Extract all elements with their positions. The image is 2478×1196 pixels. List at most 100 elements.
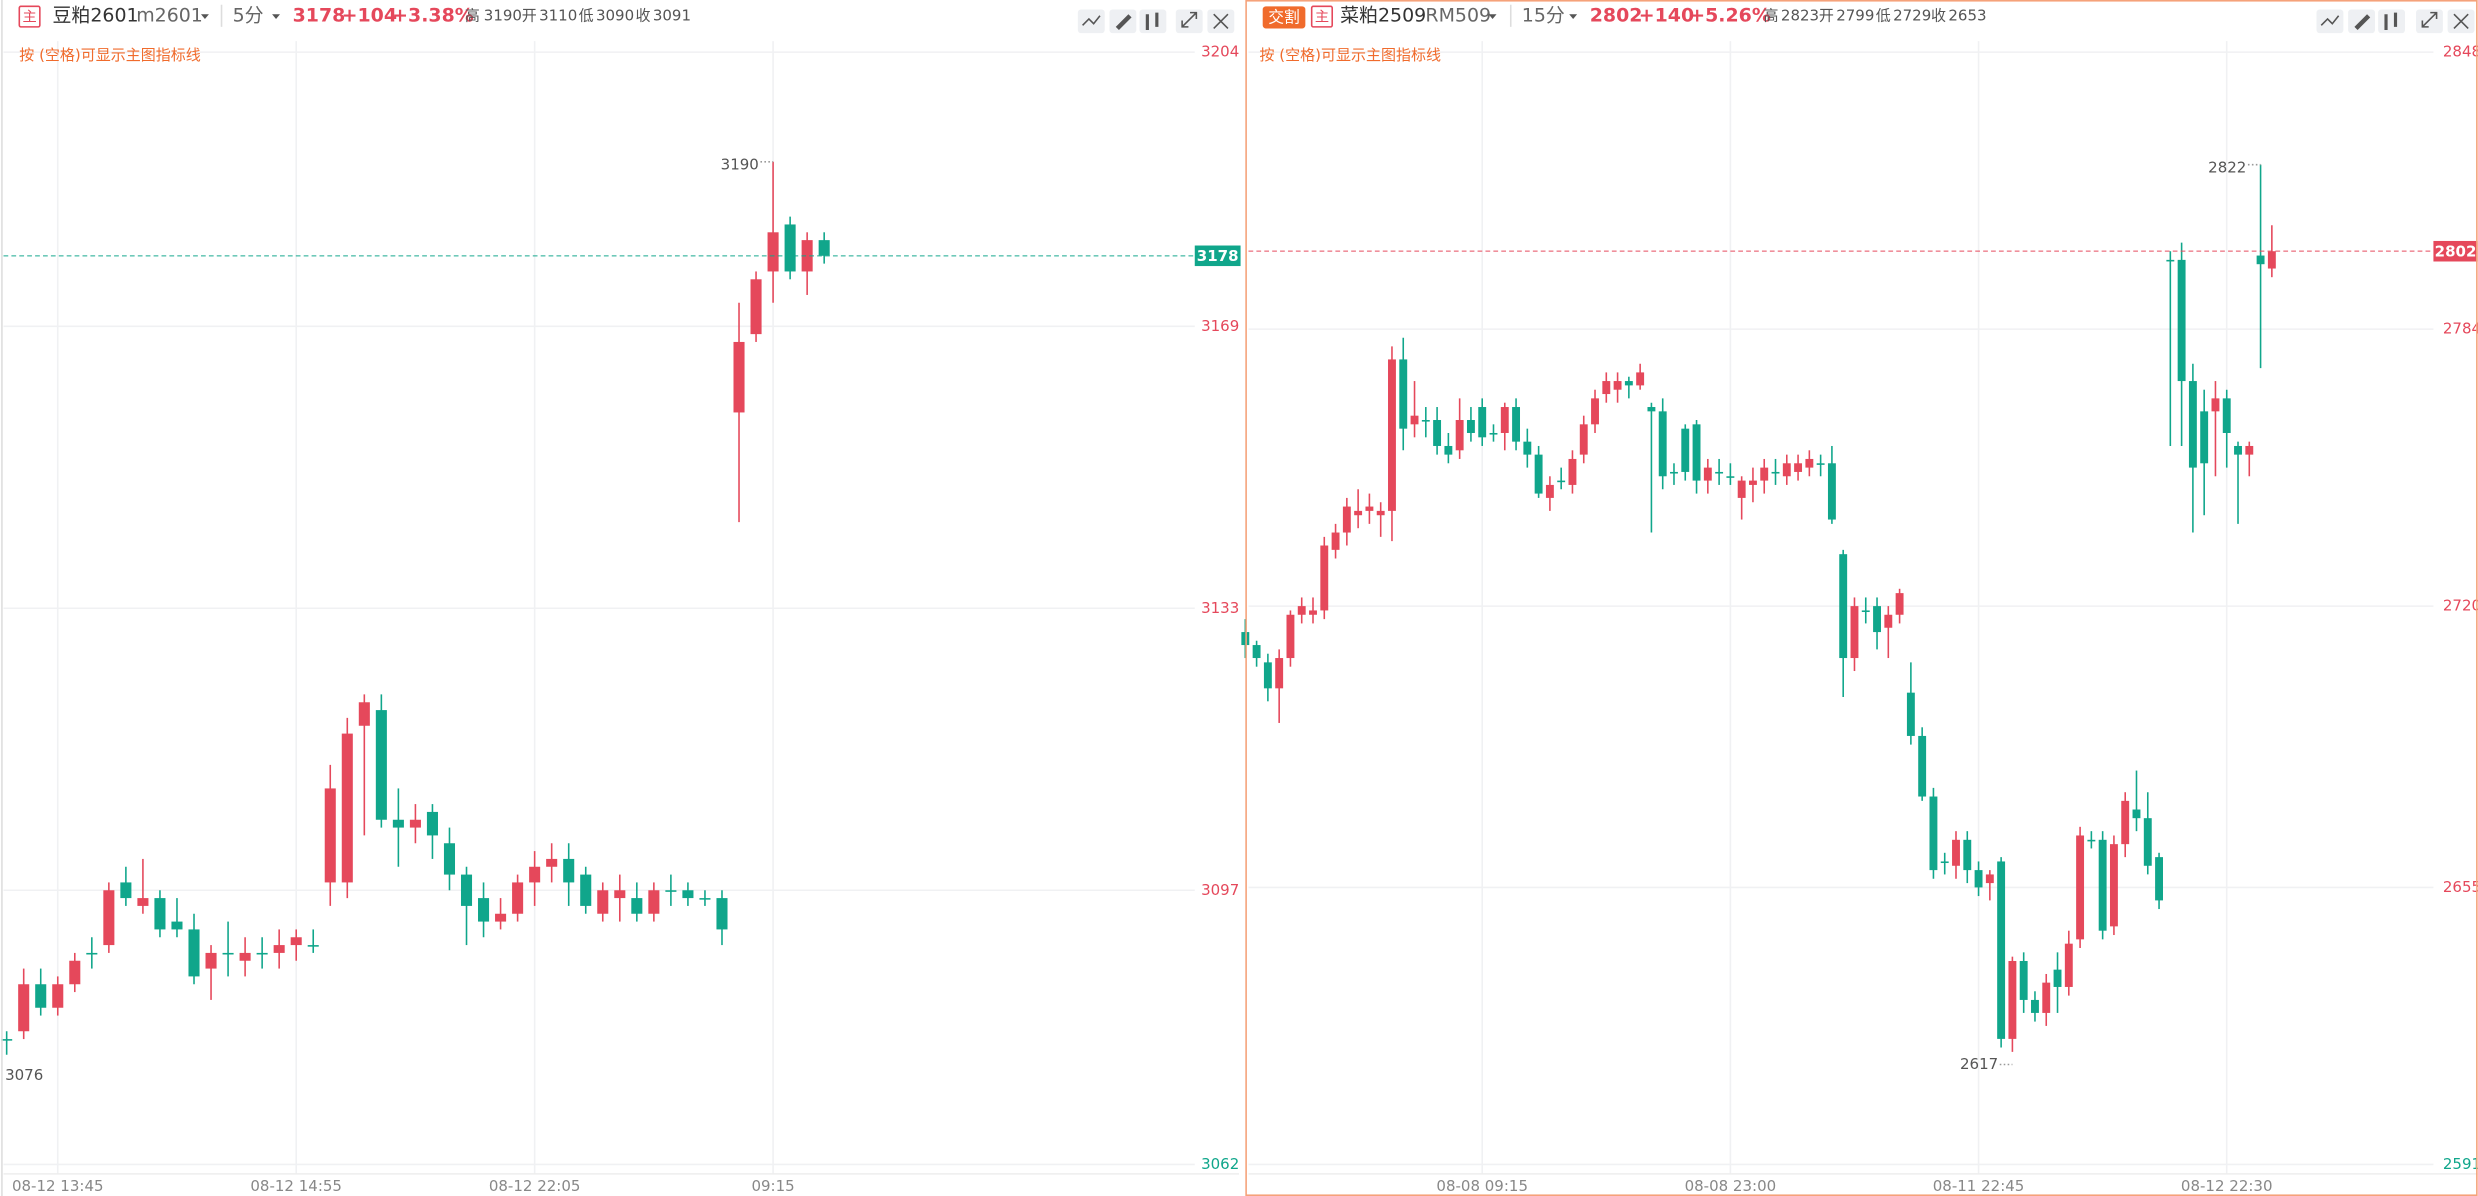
candle-body <box>818 240 830 256</box>
y-tick-label: 3204 <box>1201 43 1239 61</box>
candle-body <box>154 898 166 930</box>
candle-body <box>2200 411 2209 464</box>
x-tick-label: 08-12 22:05 <box>489 1177 581 1195</box>
open-value: 2799 <box>1836 6 1874 24</box>
candle-body <box>1 1039 13 1041</box>
candle-body <box>1974 870 1983 888</box>
candle-body <box>1602 381 1611 395</box>
main-icon <box>18 5 41 28</box>
interval[interactable]: 15分 <box>1522 4 1565 26</box>
candle-body <box>290 937 302 946</box>
dropdown-caret[interactable] <box>272 14 280 19</box>
candle-body <box>1726 476 1735 478</box>
candle-body <box>597 890 609 914</box>
close-label: 收 <box>1931 6 1946 24</box>
candle-button[interactable] <box>2378 9 2405 34</box>
candle-body <box>1275 658 1284 689</box>
candle-body <box>2132 809 2141 819</box>
close-label: 收 <box>635 6 650 24</box>
candle-body <box>2177 259 2186 382</box>
candle-body <box>1895 593 1904 615</box>
candle-body <box>2109 844 2118 927</box>
high-label: 高 <box>1764 6 1779 24</box>
candle-body <box>1715 471 1724 474</box>
candle-body <box>86 952 98 955</box>
candle-body <box>2143 818 2152 866</box>
candle-body <box>1444 445 1453 455</box>
candle-button[interactable] <box>1139 9 1167 34</box>
candle-body <box>426 811 438 836</box>
delivery-tag <box>1262 6 1306 29</box>
toolbar <box>1077 9 1235 34</box>
candle-body <box>2019 960 2028 1000</box>
candle-body <box>495 913 507 922</box>
candle-body <box>256 952 268 955</box>
candle-body <box>801 240 813 272</box>
candle-body <box>1839 554 1848 659</box>
low-label: 低 <box>579 6 594 24</box>
high-marker-label: 2822 <box>2208 158 2246 176</box>
candle-body <box>2234 445 2242 455</box>
delivery-tag-text: 交割 <box>1268 8 1300 27</box>
candle-body <box>1252 645 1261 659</box>
candle-body <box>648 890 660 914</box>
x-tick-label: 08-12 22:30 <box>2181 1177 2273 1195</box>
symbol-code[interactable]: RM509 <box>1425 4 1491 26</box>
y-tick-label: 3097 <box>1201 881 1239 899</box>
candle-body <box>1692 424 1701 481</box>
symbol-code[interactable]: m2601 <box>136 4 203 26</box>
icon <box>1082 15 1101 26</box>
right-header: 交割 主 菜粕2509 RM509 15分 2802 +140 +5.26% 高… <box>1260 4 2475 64</box>
candle-body <box>273 945 285 953</box>
candle-body <box>1579 424 1588 455</box>
candle-body <box>460 874 473 906</box>
candle-body <box>1873 606 1881 633</box>
main-badge: 主 <box>1315 8 1329 25</box>
icon <box>1213 13 1229 29</box>
candle-body <box>188 929 200 977</box>
candle-body <box>1636 372 1645 386</box>
expand-button[interactable] <box>1175 9 1203 34</box>
candle-body <box>1985 874 1994 884</box>
low-marker-label: 2617 <box>1960 1055 1998 1073</box>
candle-body <box>341 733 353 883</box>
candle-body <box>1263 662 1272 689</box>
last-price: 3178 <box>293 4 346 26</box>
dropdown-caret[interactable] <box>200 14 209 19</box>
change: +140 <box>1639 4 1694 26</box>
candle-body <box>69 960 81 985</box>
candle-body <box>2064 943 2073 987</box>
candle-body <box>750 279 762 335</box>
candle-body <box>1906 692 1915 736</box>
dropdown-caret[interactable] <box>1569 14 1578 19</box>
candle-body <box>1624 381 1633 386</box>
x-tick-label: 08-12 14:55 <box>250 1177 342 1195</box>
candle-body <box>1737 480 1746 498</box>
interval[interactable]: 5分 <box>233 4 264 26</box>
candle-body <box>1365 506 1374 511</box>
candle-body <box>1399 359 1408 429</box>
candle-body <box>1850 606 1859 659</box>
candle-body <box>512 882 524 914</box>
candle-body <box>1647 407 1656 412</box>
candle-body <box>2042 982 2051 1013</box>
chart-panel: 3204 3169 3133 3097 3062 08-12 13:45 08-12 14:… <box>1 41 1241 1195</box>
candle-body <box>239 952 251 961</box>
candle-body <box>767 232 779 272</box>
icon <box>1145 12 1159 31</box>
expand-button[interactable] <box>2416 9 2443 34</box>
candle-body <box>2155 857 2164 901</box>
dropdown-caret[interactable] <box>1488 14 1497 19</box>
candle-body <box>1703 467 1712 481</box>
candle-body <box>2008 960 2017 1039</box>
candle-body <box>1297 606 1306 615</box>
icon <box>2453 13 2469 29</box>
y-tick-label: 2720 <box>2443 597 2478 615</box>
candle-body <box>1658 411 1667 477</box>
candle-body <box>2256 255 2265 265</box>
hint: 按 (空格)可显示主图指标线 <box>19 46 200 64</box>
candle-body <box>1466 420 1475 433</box>
icon <box>2354 14 2371 31</box>
